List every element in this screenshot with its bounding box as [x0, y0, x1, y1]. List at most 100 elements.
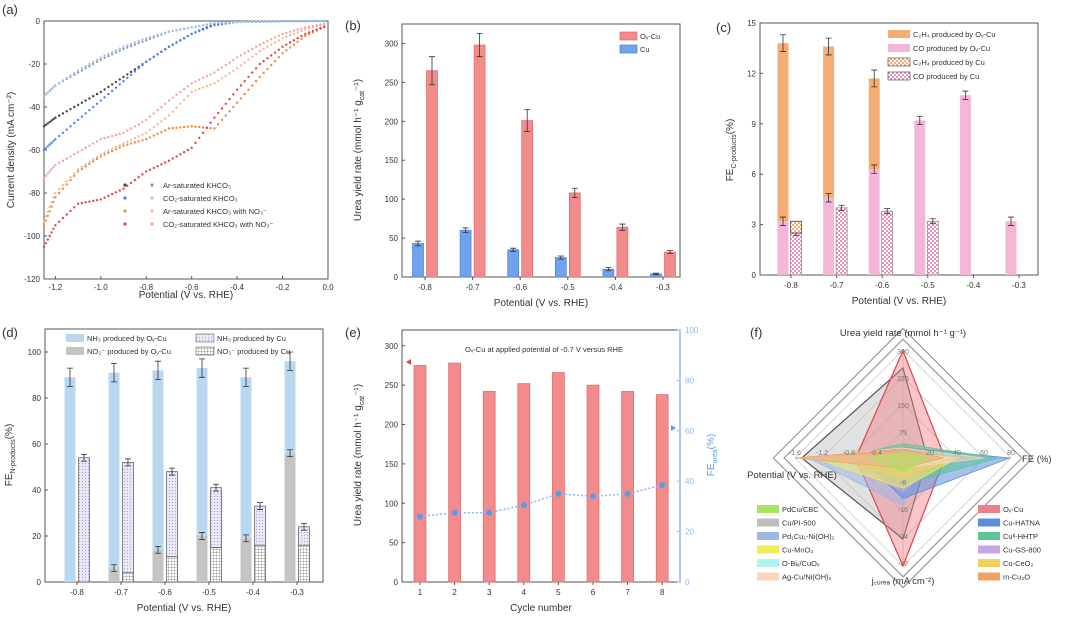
bar-no2-ov-cu [152, 549, 164, 582]
data-point [84, 112, 87, 115]
data-point [99, 138, 103, 141]
data-point [118, 49, 121, 52]
data-point [307, 27, 311, 30]
x-tick-label: 4 [522, 588, 527, 597]
data-point [52, 86, 55, 89]
data-point [258, 20, 262, 23]
data-point [296, 28, 299, 31]
y-tick-label: -60 [28, 146, 40, 155]
error-bar [825, 193, 832, 203]
data-point [57, 81, 61, 85]
x-tick-label: -0.4 [246, 588, 260, 597]
data-point [88, 109, 91, 112]
legend-item-swatch [66, 334, 84, 342]
data-point [145, 60, 148, 64]
data-point [216, 23, 220, 26]
data-point [99, 56, 103, 59]
radar-legend-item-swatch [757, 505, 779, 513]
data-point [258, 75, 262, 79]
y-tick-label-right: 60 [685, 427, 694, 436]
bar-co-ov-cu [777, 221, 789, 275]
data-point [114, 51, 118, 54]
radar-tick-label: 60 [980, 450, 988, 457]
data-point [186, 85, 190, 88]
data-point [126, 184, 129, 188]
data-point [76, 170, 80, 173]
data-point [307, 25, 311, 28]
fe-point [659, 481, 666, 488]
data-point [292, 20, 296, 23]
y-tick-label: 3 [752, 221, 757, 230]
error-bar [619, 223, 626, 231]
bar-cu [554, 257, 567, 278]
error-bar [301, 522, 307, 531]
radar-legend-item: Cu-GS-800 [1003, 546, 1041, 555]
data-point [95, 58, 99, 61]
data-point [95, 102, 99, 105]
data-point [251, 71, 254, 74]
data-point [194, 31, 197, 34]
legend-label: Ar-saturated KHCO₃ with NO₃⁻ [163, 207, 267, 216]
data-point [156, 109, 159, 112]
data-point [118, 146, 121, 149]
radar-legend-item: Cu-CeO₂ [1003, 559, 1034, 568]
radar-axis-title: Potential (V vs. RHE) [747, 470, 837, 481]
data-point [281, 45, 284, 48]
y-tick-label: 20 [32, 532, 41, 541]
data-point [273, 20, 277, 23]
data-point [92, 199, 95, 203]
y-tick-label-right: 20 [685, 528, 694, 537]
data-point [224, 63, 227, 67]
error-bar [510, 247, 517, 252]
bar-urea-yield [448, 362, 461, 583]
data-point [304, 28, 307, 31]
data-point [186, 148, 190, 152]
panel-label: (f) [750, 325, 762, 340]
data-point [307, 31, 311, 34]
radar-tick-label: 300 [897, 349, 909, 356]
data-point [270, 63, 273, 67]
data-point [118, 83, 121, 86]
data-point [239, 54, 243, 57]
y-tick-label: 0 [752, 271, 757, 280]
data-point [163, 129, 167, 132]
data-point [57, 191, 61, 195]
data-point [243, 20, 246, 24]
data-point [152, 55, 156, 59]
data-point [61, 112, 65, 115]
data-point [99, 58, 103, 61]
legend-item-swatch [887, 71, 911, 81]
data-point [54, 84, 57, 87]
data-point [247, 75, 250, 79]
x-tick-label: -0.3 [656, 283, 670, 292]
data-point [65, 157, 68, 160]
data-point [171, 110, 174, 113]
data-point [186, 125, 190, 128]
y-axis-title-main: Urea yield rate (mmol h⁻¹ g [353, 405, 364, 526]
data-point [145, 118, 148, 122]
error-bar [825, 37, 832, 56]
fe-point [520, 502, 527, 509]
radar-legend-item-swatch [978, 518, 1000, 527]
fe-point [590, 493, 596, 500]
data-point [52, 166, 55, 169]
data-point [160, 120, 163, 123]
data-point [243, 92, 246, 96]
error-bar [429, 56, 435, 86]
data-point [122, 142, 125, 145]
data-point [80, 165, 84, 169]
data-point [145, 39, 148, 42]
bar-co-ov-cu [914, 120, 926, 275]
data-point [216, 123, 220, 126]
data-point [137, 42, 140, 45]
legend-label: Ar-saturated KHCO₃ [163, 181, 231, 190]
data-point [50, 231, 53, 234]
data-point [277, 20, 280, 23]
data-point [141, 133, 144, 136]
data-point [239, 64, 243, 67]
data-point [107, 52, 110, 56]
data-point [258, 49, 262, 53]
legend-item-swatch [195, 333, 215, 343]
